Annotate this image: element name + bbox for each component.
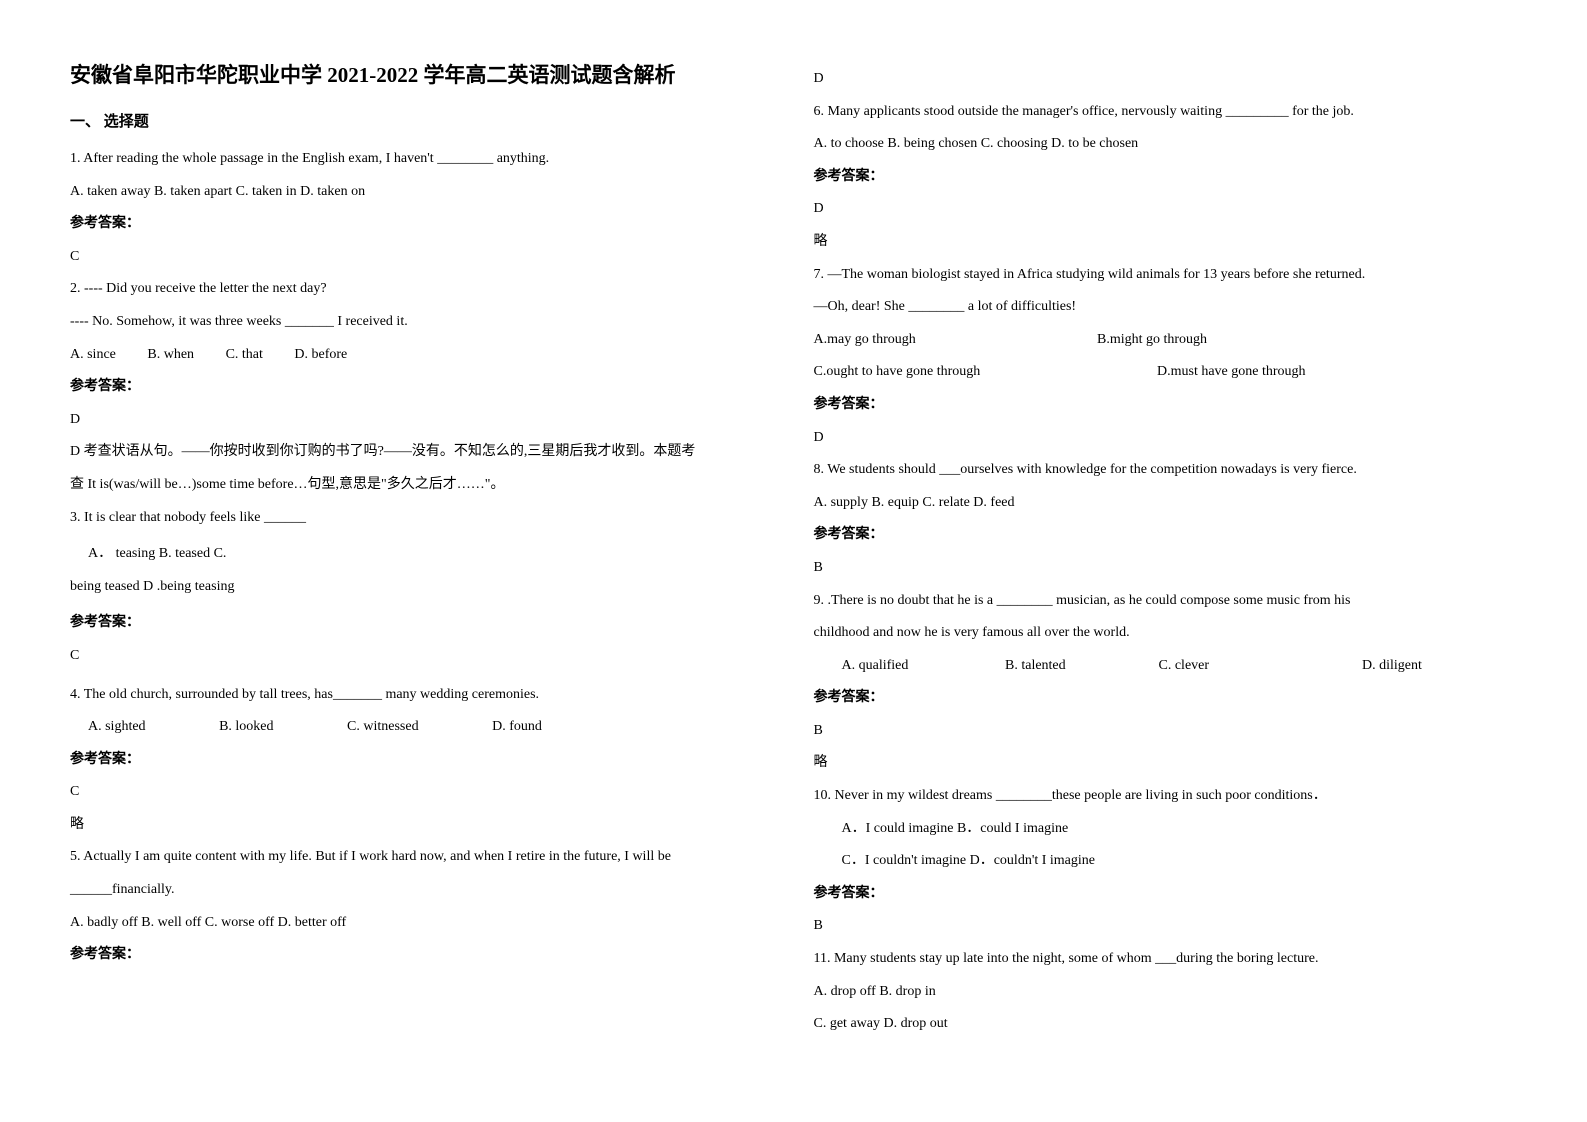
question-5-line2: ______financially.	[70, 877, 774, 904]
answer-label: 参考答案：	[814, 164, 1518, 191]
question-11-text: 11. Many students stay up late into the …	[814, 946, 1518, 973]
question-3-options2: being teased D .being teasing	[70, 574, 774, 601]
question-4-options: A. sighted B. looked C. witnessed D. fou…	[70, 714, 774, 741]
answer-label: 参考答案：	[814, 392, 1518, 419]
opt-d: D. found	[492, 714, 542, 741]
left-column: 安徽省阜阳市华陀职业中学 2021-2022 学年高二英语测试题含解析 一、 选…	[50, 60, 794, 1082]
answer-label: 参考答案：	[70, 942, 774, 969]
question-11-options2: C. get away D. drop out	[814, 1011, 1518, 1038]
question-8-options: A. supply B. equip C. relate D. feed	[814, 490, 1518, 517]
opt-b: B.might go through	[1097, 332, 1207, 347]
question-1-text: 1. After reading the whole passage in th…	[70, 146, 774, 173]
answer-label: 参考答案：	[70, 610, 774, 637]
question-2-line2: ---- No. Somehow, it was three weeks ___…	[70, 309, 774, 336]
question-10-line2: A．I could imagine B．could I imagine	[814, 816, 1518, 843]
question-7-line1: 7. —The woman biologist stayed in Africa…	[814, 262, 1518, 289]
page-container: 安徽省阜阳市华陀职业中学 2021-2022 学年高二英语测试题含解析 一、 选…	[0, 0, 1587, 1122]
opt-d: D. diligent	[1362, 658, 1422, 673]
question-7-answer: D	[814, 425, 1518, 452]
answer-label: 参考答案：	[70, 211, 774, 238]
opt-a: A.may go through	[814, 327, 1094, 354]
question-8-answer: B	[814, 555, 1518, 582]
question-9-options: A. qualified B. talented C. clever D. di…	[814, 653, 1518, 680]
question-3-text: 3. It is clear that nobody feels like __…	[70, 505, 774, 532]
question-9-line2: childhood and now he is very famous all …	[814, 620, 1518, 647]
question-2-explain2: 查 It is(was/will be…)some time before…句型…	[70, 472, 774, 499]
question-6-answer: D	[814, 196, 1518, 223]
opt-a: A. sighted	[88, 714, 146, 741]
question-4-answer: C	[70, 779, 774, 806]
answer-label: 参考答案：	[814, 685, 1518, 712]
question-5-line1: 5. Actually I am quite content with my l…	[70, 844, 774, 871]
question-1-answer: C	[70, 244, 774, 271]
opt-c: C.ought to have gone through	[814, 359, 1154, 386]
opt-a: A. since	[70, 342, 116, 369]
opt-d: D.must have gone through	[1157, 364, 1306, 379]
question-3-options1: A． teasing B. teased C.	[70, 541, 774, 568]
opt-c: C. clever	[1159, 653, 1359, 680]
opt-c: C. that	[226, 342, 263, 369]
question-9-answer: B	[814, 718, 1518, 745]
question-2-explain1: D 考查状语从句。——你按时收到你订购的书了吗?——没有。不知怎么的,三星期后我…	[70, 439, 774, 466]
opt-b: B. talented	[1005, 653, 1155, 680]
question-11-options1: A. drop off B. drop in	[814, 979, 1518, 1006]
answer-label: 参考答案：	[70, 747, 774, 774]
right-column: D 6. Many applicants stood outside the m…	[794, 60, 1538, 1082]
question-5-answer: D	[814, 66, 1518, 93]
document-title: 安徽省阜阳市华陀职业中学 2021-2022 学年高二英语测试题含解析	[70, 60, 774, 92]
question-6-options: A. to choose B. being chosen C. choosing…	[814, 131, 1518, 158]
answer-label: 参考答案：	[70, 374, 774, 401]
omit-text: 略	[814, 229, 1518, 256]
question-4-text: 4. The old church, surrounded by tall tr…	[70, 682, 774, 709]
question-3-answer: C	[70, 643, 774, 670]
opt-c: C. witnessed	[347, 714, 419, 741]
question-10-answer: B	[814, 913, 1518, 940]
question-7-line2: —Oh, dear! She ________ a lot of difficu…	[814, 294, 1518, 321]
question-10-line1: 10. Never in my wildest dreams ________t…	[814, 783, 1518, 810]
question-7-row1: A.may go through B.might go through	[814, 327, 1518, 354]
question-2-options: A. since B. when C. that D. before	[70, 342, 774, 369]
omit-text: 略	[70, 812, 774, 839]
opt-b: B. looked	[219, 714, 273, 741]
opt-b: B. when	[147, 342, 194, 369]
opt-a: A. qualified	[842, 653, 1002, 680]
question-8-text: 8. We students should ___ourselves with …	[814, 457, 1518, 484]
opt-d: D. before	[294, 342, 347, 369]
answer-label: 参考答案：	[814, 881, 1518, 908]
question-10-line3: C．I couldn't imagine D．couldn't I imagin…	[814, 848, 1518, 875]
question-2-line1: 2. ---- Did you receive the letter the n…	[70, 276, 774, 303]
question-7-row2: C.ought to have gone through D.must have…	[814, 359, 1518, 386]
section-heading: 一、 选择题	[70, 108, 774, 137]
question-1-options: A. taken away B. taken apart C. taken in…	[70, 179, 774, 206]
answer-label: 参考答案：	[814, 522, 1518, 549]
omit-text: 略	[814, 750, 1518, 777]
question-9-line1: 9. .There is no doubt that he is a _____…	[814, 588, 1518, 615]
question-2-answer: D	[70, 407, 774, 434]
question-6-text: 6. Many applicants stood outside the man…	[814, 99, 1518, 126]
question-5-options: A. badly off B. well off C. worse off D.…	[70, 910, 774, 937]
